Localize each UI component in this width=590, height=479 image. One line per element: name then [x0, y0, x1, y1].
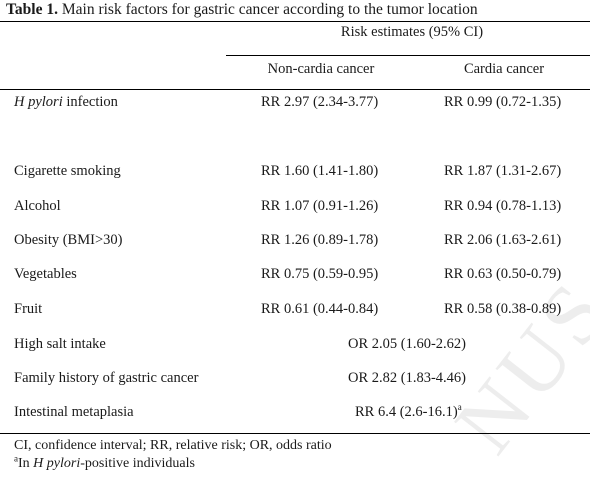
row-value-noncardia: RR 0.75 (0.59-0.95) [261, 266, 379, 282]
row-value-noncardia: RR 1.60 (1.41-1.80) [261, 163, 379, 179]
group-header: Risk estimates (95% CI) [340, 24, 484, 40]
row-label-rest: infection [62, 94, 118, 110]
row-value-noncardia: RR 1.26 (0.89-1.78) [261, 232, 379, 248]
header-rule [0, 89, 590, 90]
footnote-marker: a [457, 402, 462, 413]
row-value-cardia: RR 0.94 (0.78-1.13) [444, 198, 562, 214]
row-label-alcohol: Alcohol [14, 198, 61, 214]
top-rule [0, 21, 590, 22]
row-label-family-history: Family history of gastric cancer [14, 370, 199, 386]
row-label-italic: H pylori [14, 94, 63, 110]
row-value-cardia: RR 0.58 (0.38-0.89) [444, 301, 562, 317]
row-label-intestinal-metaplasia: Intestinal metaplasia [14, 404, 134, 420]
caption-label: Table 1. [6, 1, 58, 18]
row-value-noncardia: RR 1.07 (0.91-1.26) [261, 198, 379, 214]
table-caption: Table 1. Main risk factors for gastric c… [6, 1, 478, 19]
group-header-rule [226, 55, 590, 56]
row-value-cardia: RR 2.06 (1.63-2.61) [444, 232, 562, 248]
row-value-cardia: RR 0.63 (0.50-0.79) [444, 266, 562, 282]
row-value-cardia: RR 1.87 (1.31-2.67) [444, 163, 562, 179]
row-label-cigarette: Cigarette smoking [14, 163, 121, 179]
row-value-text: RR 6.4 (2.6-16.1) [355, 404, 458, 420]
footnote-a-italic: H pylori [33, 456, 81, 471]
bottom-rule [0, 433, 590, 434]
row-value-combined: OR 2.82 (1.83-4.46) [348, 370, 467, 386]
row-label-salt: High salt intake [14, 336, 106, 352]
footnote-a-pre: In [18, 456, 34, 471]
row-label-vegetables: Vegetables [14, 266, 77, 282]
row-label-fruit: Fruit [14, 301, 43, 317]
footnote-a-post: -positive individuals [80, 456, 195, 471]
row-value-combined: RR 6.4 (2.6-16.1)a [355, 403, 462, 421]
column-header-noncardia: Non-cardia cancer [267, 61, 375, 77]
row-label-h-pylori: H pylori infection [14, 93, 118, 111]
caption-text: Main risk factors for gastric cancer acc… [57, 1, 478, 18]
row-label-obesity: Obesity (BMI>30) [14, 232, 123, 248]
row-value-combined: OR 2.05 (1.60-2.62) [348, 336, 467, 352]
row-value-noncardia: RR 0.61 (0.44-0.84) [261, 301, 379, 317]
row-value-noncardia: RR 2.97 (2.34-3.77) [261, 94, 379, 110]
footnote-a: aIn H pylori-positive individuals [14, 453, 195, 472]
footnote-a-marker: a [14, 453, 18, 464]
footnote-abbreviations: CI, confidence interval; RR, relative ri… [14, 438, 332, 453]
column-header-cardia: Cardia cancer [463, 61, 545, 77]
row-value-cardia: RR 0.99 (0.72-1.35) [444, 94, 562, 110]
